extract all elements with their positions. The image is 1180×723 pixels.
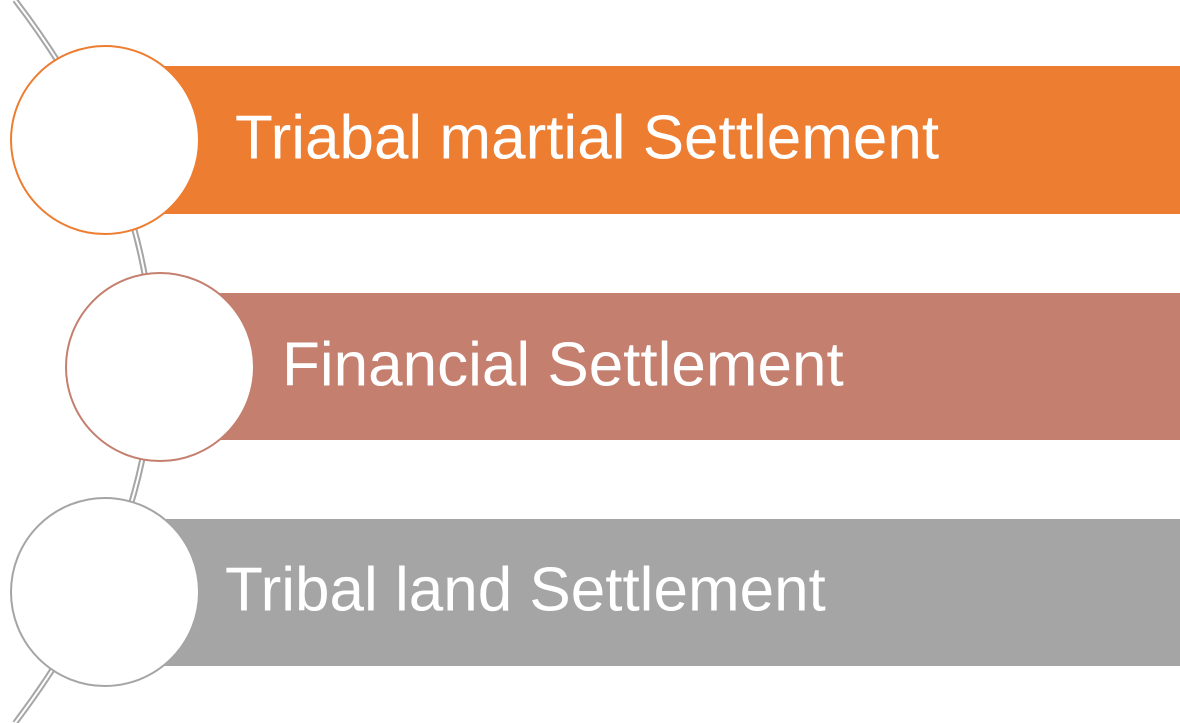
item-bar — [150, 519, 1180, 666]
item-circle — [10, 497, 200, 687]
item-bar — [205, 293, 1180, 440]
item-label: Financial Settlement — [282, 330, 844, 399]
item-label: Tribal land Settlement — [225, 555, 826, 624]
item-circle — [65, 272, 255, 462]
item-label: Triabal martial Settlement — [235, 103, 939, 172]
item-circle — [10, 45, 200, 235]
item-bar — [150, 66, 1180, 214]
